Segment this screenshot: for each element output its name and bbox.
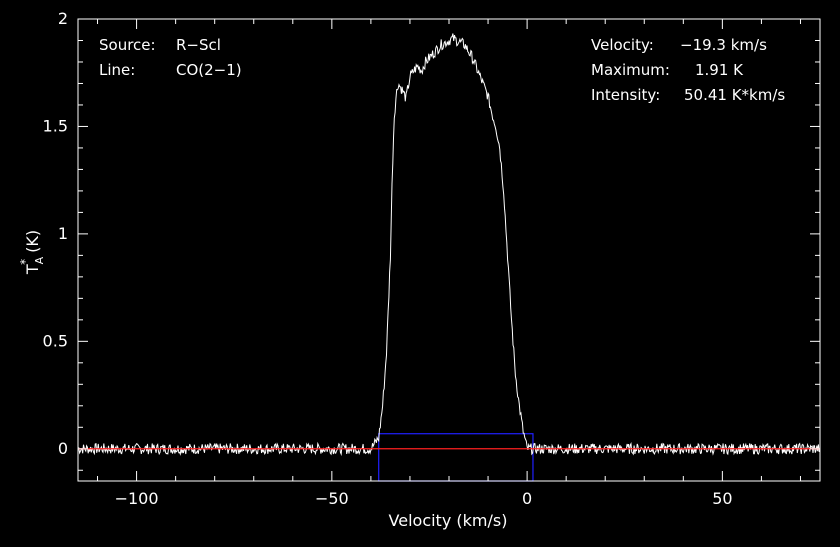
annotation-intensity-key: Intensity: — [591, 86, 660, 104]
x-tick-label: 50 — [712, 489, 732, 508]
y-tick-label: 1 — [58, 224, 68, 243]
annotation-maximum: Maximum: 1.91 K — [591, 61, 744, 79]
x-axis-label: Velocity (km/s) — [389, 511, 508, 530]
spectrum-line — [77, 33, 820, 457]
annotation-line-key: Line: — [99, 61, 135, 79]
annotation-source-value: R−Scl — [176, 36, 221, 54]
y-tick-label: 1.5 — [43, 116, 68, 135]
y-tick-label: 0 — [58, 439, 68, 458]
annotation-velocity-value: −19.3 km/s — [680, 36, 767, 54]
y-axis-label-base: T — [23, 264, 42, 275]
annotation-intensity-value: 50.41 K*km/s — [684, 86, 785, 104]
annotation-line: Line: CO(2−1) — [99, 61, 242, 79]
plot-frame — [77, 18, 821, 482]
x-tick-label: −50 — [315, 489, 349, 508]
annotation-velocity: Velocity: −19.3 km/s — [591, 36, 767, 54]
y-tick-label: 2 — [58, 9, 68, 28]
y-axis-label-sup: * — [18, 259, 32, 265]
x-tick-label: 0 — [522, 489, 532, 508]
svg-text:TA*(K): TA* (K) — [18, 230, 46, 275]
annotation-line-value: CO(2−1) — [176, 61, 242, 79]
annotation-source: Source: R−Scl — [99, 36, 221, 54]
annotation-maximum-key: Maximum: — [591, 61, 670, 79]
y-axis-label-sub: A — [33, 256, 46, 264]
annotation-intensity: Intensity: 50.41 K*km/s — [591, 86, 785, 104]
annotation-velocity-key: Velocity: — [591, 36, 654, 54]
y-tick-label: 0.5 — [43, 331, 68, 350]
y-axis-label: TA* (K) — [18, 230, 46, 275]
annotation-source-key: Source: — [99, 36, 156, 54]
integration-window — [378, 433, 534, 482]
x-tick-label: −100 — [115, 489, 159, 508]
x-axis: −100 −50 0 50 — [97, 19, 801, 508]
annotation-maximum-value: 1.91 K — [695, 61, 744, 79]
y-axis-label-unit: (K) — [23, 230, 42, 253]
